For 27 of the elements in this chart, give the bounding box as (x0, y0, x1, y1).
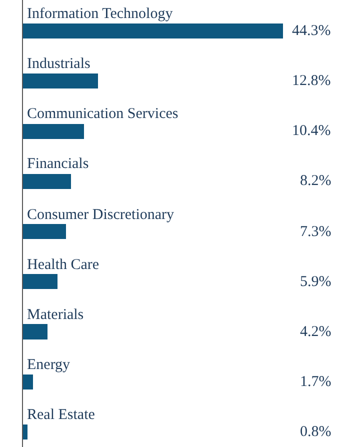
bar (23, 424, 28, 440)
data-label: 10.4% (292, 123, 331, 139)
bar (23, 24, 283, 39)
data-label: 5.9% (300, 274, 332, 290)
y-tick-label: Information Technology (27, 6, 174, 22)
bar (23, 324, 48, 340)
bar (23, 274, 58, 290)
data-label: 12.8% (292, 73, 331, 89)
bar (23, 374, 33, 390)
y-tick-label: Materials (27, 307, 84, 323)
y-tick-label: Real Estate (27, 407, 96, 423)
bar (23, 124, 84, 139)
data-label: 8.2% (300, 173, 332, 189)
data-label: 1.7% (300, 374, 332, 390)
y-tick-label: Consumer Discretionary (27, 207, 175, 223)
y-tick-label: Financials (27, 156, 89, 172)
bar (23, 174, 72, 189)
data-label: 4.2% (300, 324, 332, 340)
data-label: 0.8% (300, 424, 332, 440)
y-tick-label: Communication Services (27, 106, 178, 122)
y-tick-label: Health Care (27, 257, 100, 273)
data-label: 44.3% (292, 23, 331, 39)
bar (23, 74, 98, 89)
data-label: 7.3% (300, 224, 332, 240)
y-tick-label: Industrials (27, 56, 90, 72)
bar (23, 224, 66, 240)
y-tick-label: Energy (27, 357, 71, 373)
